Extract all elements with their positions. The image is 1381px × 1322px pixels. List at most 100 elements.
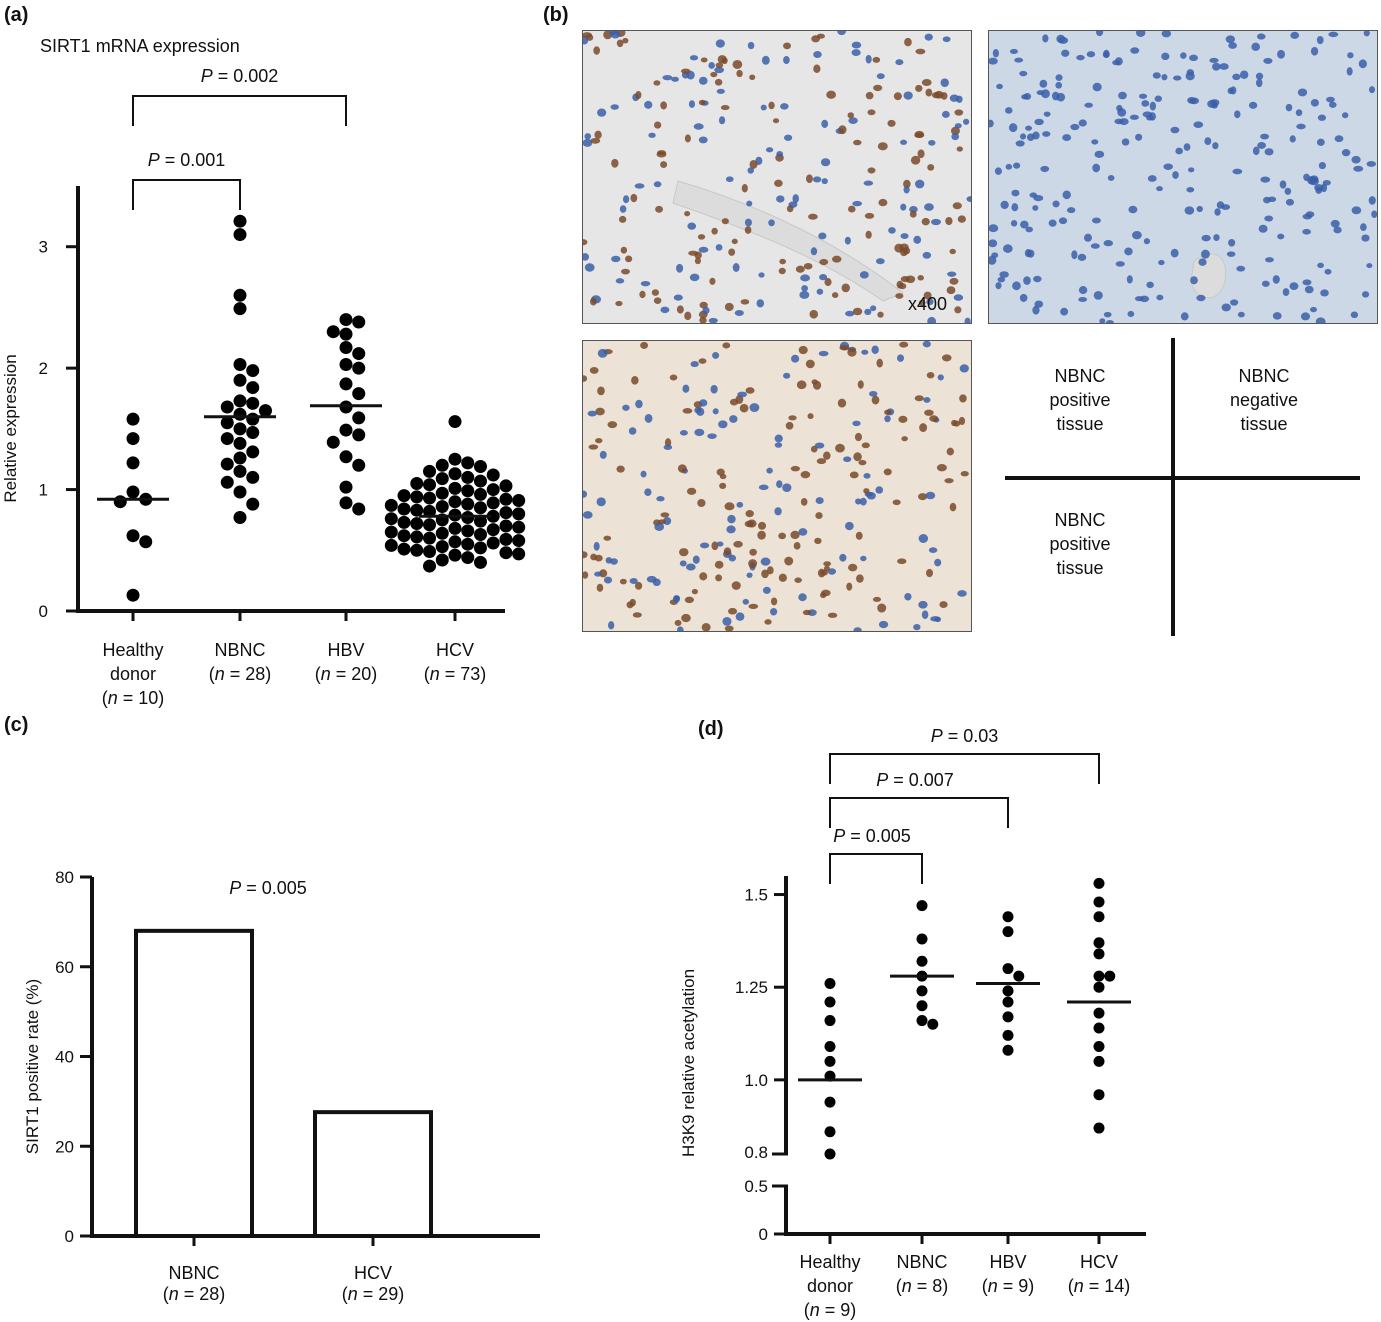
chart-a-p-value-var: P (201, 66, 213, 86)
cell-nucleus (610, 104, 619, 110)
cell-nucleus (745, 387, 755, 394)
cell-nucleus (785, 421, 794, 430)
cell-nucleus (1317, 114, 1327, 121)
cell-nucleus (776, 151, 784, 157)
cell-nucleus (1341, 112, 1349, 119)
cell-nucleus (728, 248, 736, 256)
cell-nucleus (669, 374, 678, 381)
cell-nucleus (725, 176, 734, 183)
cell-nucleus (896, 280, 904, 289)
cell-nucleus (744, 218, 752, 227)
cell-nucleus (1341, 149, 1351, 157)
chart-d-p-value: P = 0.007 (876, 770, 954, 790)
cell-nucleus (700, 542, 710, 549)
cell-nucleus (653, 121, 662, 129)
cell-nucleus (949, 248, 956, 255)
cell-nucleus (924, 33, 933, 41)
cell-nucleus (1078, 286, 1088, 295)
cell-nucleus (946, 447, 955, 456)
cell-nucleus (827, 568, 837, 575)
cell-nucleus (915, 179, 925, 189)
chart-a-data-point (448, 481, 462, 495)
cell-nucleus (1126, 275, 1133, 284)
chart-a-data-point (352, 387, 366, 401)
cell-nucleus (607, 621, 615, 630)
chart-a-data-point (246, 497, 260, 511)
cell-nucleus (1320, 289, 1329, 297)
cell-nucleus (644, 488, 652, 496)
chart-d-p-value-value: = 0.007 (888, 770, 954, 790)
cell-nucleus (644, 413, 653, 423)
cell-nucleus (996, 83, 1003, 90)
cell-nucleus (930, 616, 941, 622)
cell-nucleus (929, 415, 939, 422)
cell-nucleus (698, 358, 707, 364)
cell-nucleus (724, 302, 734, 312)
cell-nucleus (1289, 282, 1299, 291)
cell-nucleus (1328, 101, 1337, 108)
cell-nucleus (708, 61, 715, 69)
chart-c-category-n-var: n (169, 1284, 179, 1304)
cell-nucleus (599, 450, 607, 459)
cell-nucleus (1282, 288, 1290, 296)
cell-nucleus (1090, 243, 1100, 249)
cell-nucleus (1193, 121, 1204, 129)
cell-nucleus (819, 258, 829, 266)
chart-d-y-tick-label: 0 (759, 1225, 768, 1244)
cell-nucleus (732, 59, 743, 69)
cell-nucleus (1196, 205, 1203, 213)
cell-nucleus (632, 612, 642, 618)
cell-nucleus (887, 119, 896, 127)
chart-c-p-value-value: = 0.005 (241, 878, 307, 898)
cell-nucleus (903, 179, 911, 189)
chart-a-data-point (384, 525, 398, 539)
cell-nucleus (1078, 296, 1088, 303)
cell-nucleus (597, 348, 608, 358)
cell-nucleus (1256, 33, 1266, 40)
cell-nucleus (884, 415, 891, 423)
cell-nucleus (951, 132, 960, 141)
chart-a-category-label: NBNC (214, 640, 265, 660)
chart-a-data-point (220, 432, 234, 446)
chart-c-category-n: (n = 29) (342, 1284, 405, 1304)
cell-nucleus (1076, 54, 1085, 61)
cell-nucleus (871, 395, 880, 405)
cell-nucleus (618, 215, 627, 223)
cell-nucleus (1040, 165, 1050, 173)
cell-nucleus (1183, 143, 1191, 151)
cell-nucleus (801, 285, 809, 292)
cell-nucleus (596, 583, 604, 592)
chart-a-data-point (486, 509, 500, 523)
chart-d-data-point (1093, 877, 1105, 889)
cell-nucleus (853, 627, 862, 631)
cell-nucleus (593, 46, 601, 55)
cell-nucleus (966, 196, 971, 202)
chart-a-data-point (384, 538, 398, 552)
cell-nucleus (721, 218, 729, 225)
cell-nucleus (795, 265, 805, 273)
cell-nucleus (1118, 91, 1127, 100)
chart-a-data-point (352, 458, 366, 472)
cell-nucleus (688, 100, 696, 108)
cell-nucleus (715, 62, 724, 69)
cell-nucleus (656, 496, 665, 502)
cell-nucleus (620, 246, 628, 254)
chart-a-data-point (486, 483, 500, 497)
cell-nucleus (746, 572, 753, 578)
cell-nucleus (832, 255, 842, 263)
cell-nucleus (716, 468, 725, 476)
cell-nucleus (1366, 263, 1373, 269)
cell-nucleus (813, 50, 822, 59)
chart-a-data-point (486, 523, 500, 537)
cell-nucleus (622, 404, 630, 411)
cell-nucleus (796, 380, 807, 390)
cell-nucleus (819, 274, 828, 281)
chart-d-data-point (824, 1096, 836, 1108)
cell-nucleus (784, 134, 793, 141)
cell-nucleus (846, 582, 853, 591)
cell-nucleus (867, 109, 876, 116)
cell-nucleus (1102, 51, 1110, 58)
cell-nucleus (776, 195, 785, 203)
cell-nucleus (697, 498, 706, 508)
cell-nucleus (860, 555, 867, 562)
